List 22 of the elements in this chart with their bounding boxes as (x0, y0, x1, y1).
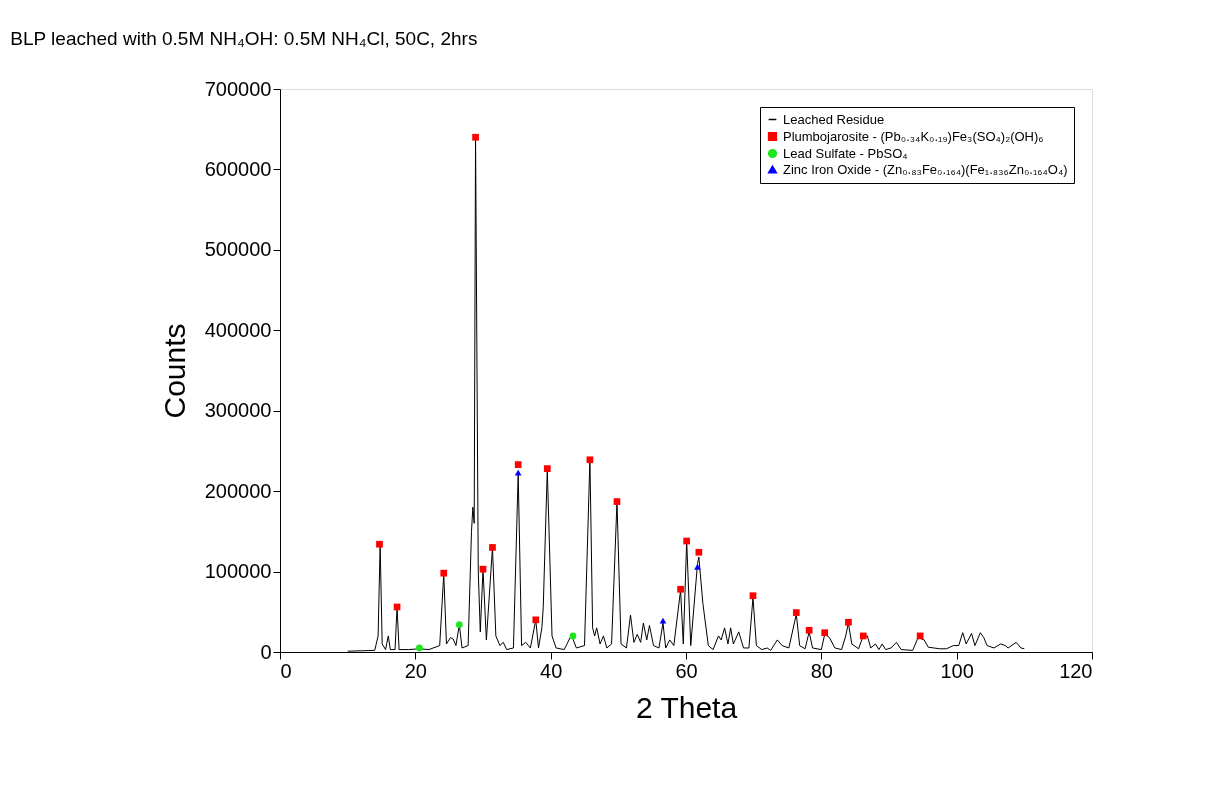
x-tick-label: 100 (940, 659, 974, 682)
y-tick-label: 700000 (204, 77, 272, 100)
y-tick-label: 0 (260, 640, 272, 663)
legend-label: Leached Residue (783, 111, 885, 127)
x-tick-label: 60 (675, 659, 698, 682)
y-tick-label: 200000 (204, 479, 272, 502)
y-tick-label: 500000 (204, 238, 272, 261)
y-tick-label: 100000 (204, 560, 272, 583)
legend-label: Lead Sulfate - PbSO₄ (783, 145, 908, 161)
x-tick-label: 20 (404, 659, 427, 682)
legend-label: Plumbojarosite - (Pb₀.₃₄K₀.₁₉)Fe₃(SO₄)₂(OH)₆ (783, 128, 1044, 144)
x-axis-title: 2 Theta (635, 690, 738, 724)
x-tick-label: 120 (1059, 659, 1093, 682)
x-tick-label: 0 (280, 659, 292, 682)
legend-label: Zinc Iron Oxide - (Zn₀.₈₃Fe₀.₁₆₄)(Fe₁.₈₃₆Zn₀.₁₆₄O₄) (783, 161, 1068, 177)
y-tick-label: 400000 (204, 318, 272, 341)
x-tick-label: 40 (540, 659, 563, 682)
y-axis-title: Counts (157, 323, 191, 419)
y-tick-label: 600000 (204, 157, 272, 180)
chart-title: BLP leached with 0.5M NH₄OH: 0.5M NH₄Cl, 50C, 2hrs (10, 28, 478, 49)
x-tick-label: 80 (810, 659, 833, 682)
y-tick-label: 300000 (204, 399, 272, 422)
